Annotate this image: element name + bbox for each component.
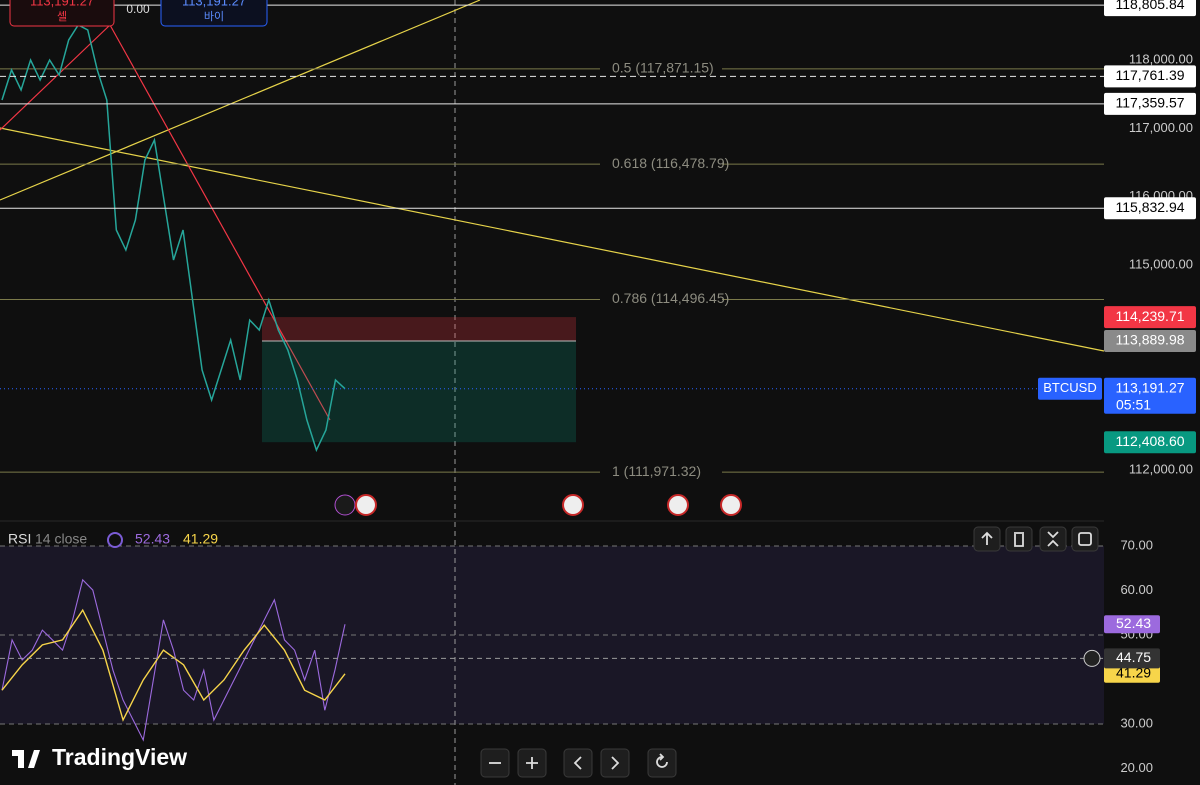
rsi-tick-label: 60.00 [1120,582,1153,597]
y-tick-label: 118,000.00 [1129,52,1193,67]
trend-line [0,24,111,131]
rsi-params: 14 close [35,531,87,547]
price-tag [1104,431,1196,454]
crosshair-tag [1104,648,1160,669]
rsi-tag [1104,615,1160,634]
icon [1078,532,1092,546]
icon [611,756,620,770]
sell-label: 셀 [57,10,67,23]
event-icon[interactable] [355,494,377,516]
trend-line [0,127,1105,352]
rsi-title: RSI [8,531,31,547]
price-line [1,24,346,453]
price-tag [1104,197,1196,220]
price-tag-label: 114,239.71 [1115,308,1184,324]
spread: 0.00 [126,2,150,16]
price-tag-label: 118,805.84 [1115,0,1184,12]
rsi-line [1,608,346,722]
scroll-left-button[interactable] [563,748,593,778]
countdown: 05:51 [1116,396,1151,412]
trend-line [0,0,481,201]
event-icon[interactable] [720,494,742,516]
collapse-button[interactable] [1039,526,1067,552]
rsi-tick-label: 70.00 [1120,537,1153,552]
price-tag-label: 112,408.60 [1115,433,1184,449]
sell-price: 113,191.27 [30,0,94,8]
target-zone [262,340,576,443]
price-tag [1104,0,1196,17]
stop-zone [262,317,576,341]
fib-label: 0.786 (114,496.45) [612,290,729,306]
crosshair-label: 44.75 [1116,649,1151,665]
pane-controls [973,526,1099,552]
rsi-ma-value: 41.29 [183,531,218,547]
price-tag [1104,65,1196,88]
price-tag-label: 113,889.98 [1115,332,1184,348]
price-tag-label: 117,359.57 [1115,95,1184,111]
delete-button[interactable] [1005,526,1033,552]
icon [1047,531,1059,547]
price-tag-label: 117,761.39 [1115,67,1184,83]
icon [526,757,538,769]
rsi-tick-label: 20.00 [1120,760,1153,775]
last-price-tag [1104,377,1196,414]
buy-price: 113,191.27 [182,0,246,8]
marks: 0.5 (117,871.15) 0.618 (116,478.79) 0.786 … [0,4,1104,742]
y-tick-label: 112,000.00 [1129,462,1193,477]
icon [1014,532,1024,547]
price-axis: 112,000.00115,000.00116,000.00117,000.00… [1038,0,1196,775]
rsi-tag-label: 41.29 [1116,664,1151,680]
y-tick-label: 115,000.00 [1129,257,1193,272]
add-alert-button[interactable] [1083,649,1101,667]
maximize-button[interactable] [1071,526,1099,552]
rsi-value: 52.43 [135,531,170,547]
last-price-label: 113,191.27 [1115,379,1184,395]
rsi-line [1,578,346,742]
price-tag [1104,329,1196,352]
zoom-toolbar [480,748,677,778]
fib-label: 0.618 (116,478.79) [612,155,729,171]
logo-mark [12,750,40,768]
price-tag [1104,306,1196,329]
y-tick-label: 117,000.00 [1129,120,1193,135]
buy-label: 바이 [204,10,224,23]
sell-button[interactable] [9,0,115,27]
price-tag [1104,92,1196,115]
buy-button[interactable] [160,0,268,27]
rsi-tick-label: 30.00 [1120,715,1153,730]
icon [981,531,993,545]
icon [573,756,582,770]
fib-label: 0.5 (117,871.15) [612,60,714,76]
logo-text: TradingView [52,744,187,770]
rsi-tag [1104,664,1160,683]
event-icon[interactable] [562,494,584,516]
fib-label: 1 (111,971.32) [612,463,701,479]
rsi-icon [107,532,123,548]
symbol-tag [1038,377,1102,400]
price-tag-label: 115,832.94 [1115,199,1184,215]
event-icon[interactable] [334,494,356,516]
reset-button[interactable] [647,748,677,778]
trend-line [109,24,331,421]
rsi-tag-label: 52.43 [1116,615,1151,631]
icon [656,753,668,768]
event-icon[interactable] [667,494,689,516]
scroll-right-button[interactable] [600,748,630,778]
symbol-label: BTCUSD [1043,380,1096,395]
